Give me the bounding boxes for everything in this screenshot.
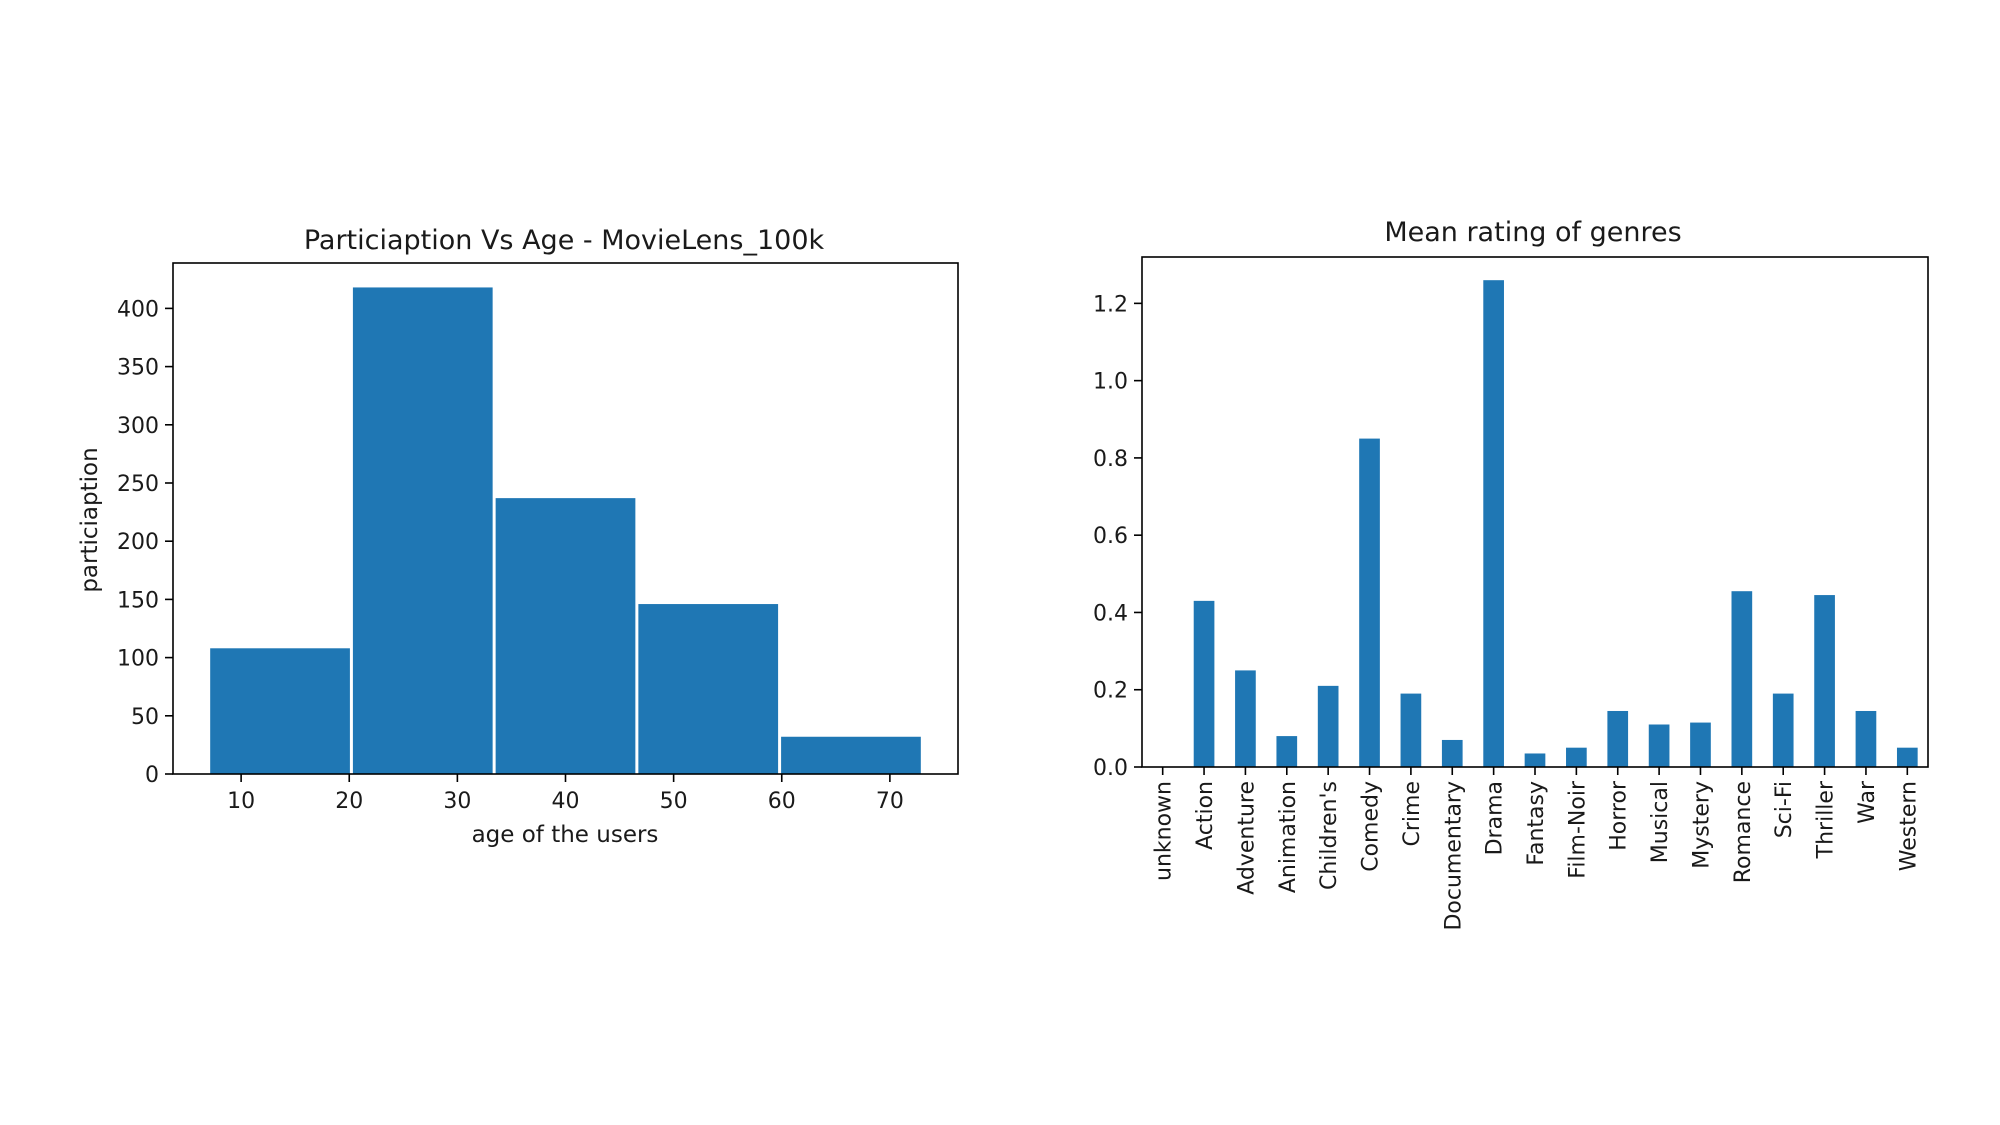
chart2-x-tick-label-16: Thriller — [1814, 780, 1839, 859]
chart1-x-tick-label-2: 30 — [443, 789, 471, 814]
chart2-x-tick-label-18: Western — [1896, 781, 1921, 871]
chart2-x-tick-label-15: Sci-Fi — [1772, 781, 1797, 838]
chart1-x-tick-label-0: 10 — [227, 789, 255, 814]
chart1-x-tick-label-6: 70 — [876, 789, 904, 814]
chart1-bars — [210, 287, 921, 774]
chart2-bar-6 — [1400, 693, 1422, 767]
chart2-x-tick-label-2: Adventure — [1234, 781, 1259, 895]
chart2-title: Mean rating of genres — [1384, 217, 1681, 248]
chart1-x-tick-label-5: 60 — [768, 789, 796, 814]
chart2-x-tick-label-5: Comedy — [1359, 781, 1384, 872]
participation-histogram: Particiaption Vs Age - MovieLens_100k 10… — [77, 225, 959, 848]
chart1-x-tick-label-3: 40 — [552, 789, 580, 814]
chart2-y-ticks: 0.0 0.2 0.4 0.6 0.8 1.0 1.2 — [1093, 292, 1142, 781]
chart2-y-tick-label-6: 1.2 — [1093, 292, 1128, 317]
chart2-bar-16 — [1814, 595, 1835, 767]
chart2-y-tick-label-2: 0.4 — [1093, 601, 1128, 626]
chart2-bar-10 — [1566, 747, 1587, 767]
chart2-bar-12 — [1648, 724, 1670, 767]
chart2-bar-15 — [1772, 693, 1794, 767]
chart2-x-tick-label-14: Romance — [1731, 781, 1756, 883]
chart2-bar-11 — [1607, 710, 1629, 767]
chart1-y-tick-label-0: 0 — [145, 763, 159, 788]
chart1-bar-3 — [638, 604, 779, 774]
chart2-bar-3 — [1276, 736, 1298, 767]
chart2-x-tick-label-12: Musical — [1648, 781, 1673, 863]
chart1-title: Particiaption Vs Age - MovieLens_100k — [304, 225, 825, 256]
chart2-x-tick-label-7: Documentary — [1441, 781, 1466, 931]
chart2-x-tick-label-1: Action — [1193, 781, 1218, 850]
chart2-y-tick-label-4: 0.8 — [1093, 447, 1128, 472]
chart2-x-tick-label-10: Film-Noir — [1565, 780, 1590, 879]
chart2-x-tick-label-4: Children's — [1317, 781, 1342, 890]
chart1-y-ticks: 0 50 100 150 200 250 300 350 400 — [117, 297, 173, 788]
chart2-y-tick-label-0: 0.0 — [1093, 756, 1128, 781]
chart2-bar-7 — [1441, 739, 1463, 767]
chart1-x-label: age of the users — [472, 822, 659, 848]
chart1-y-tick-label-6: 300 — [117, 414, 159, 439]
chart1-bar-1 — [352, 287, 493, 774]
chart2-x-tick-label-3: Animation — [1276, 781, 1301, 893]
chart1-y-tick-label-8: 400 — [117, 297, 159, 322]
chart1-y-tick-label-3: 150 — [117, 588, 159, 613]
chart2-x-tick-label-0: unknown — [1152, 781, 1177, 881]
chart1-y-tick-label-7: 350 — [117, 356, 159, 381]
chart2-bar-4 — [1317, 685, 1339, 767]
chart2-bar-9 — [1524, 753, 1546, 767]
chart1-x-tick-label-1: 20 — [335, 789, 363, 814]
chart1-y-tick-label-4: 200 — [117, 530, 159, 555]
chart1-y-tick-label-5: 250 — [117, 472, 159, 497]
chart1-y-tick-label-2: 100 — [117, 647, 159, 672]
chart2-bar-8 — [1483, 280, 1504, 767]
chart2-y-tick-label-1: 0.2 — [1093, 679, 1128, 704]
chart2-bar-5 — [1359, 438, 1380, 767]
chart2-x-tick-label-17: War — [1855, 780, 1880, 824]
chart2-bar-18 — [1896, 747, 1918, 767]
chart2-x-tick-label-13: Mystery — [1689, 781, 1714, 869]
chart2-bar-2 — [1235, 670, 1256, 767]
chart2-x-tick-label-6: Crime — [1400, 781, 1425, 846]
chart1-bar-0 — [210, 648, 350, 774]
chart2-y-tick-label-5: 1.0 — [1093, 370, 1128, 395]
chart2-bar-1 — [1193, 600, 1215, 767]
chart2-x-tick-label-11: Horror — [1607, 780, 1632, 851]
genre-rating-bar-chart: Mean rating of genres unknown Action Adven… — [1093, 217, 1929, 931]
chart1-bar-2 — [495, 498, 636, 774]
chart1-x-ticks: 10 20 30 40 50 60 70 — [227, 774, 904, 814]
chart2-x-tick-label-9: Fantasy — [1524, 781, 1549, 866]
chart1-y-tick-label-1: 50 — [131, 705, 159, 730]
chart2-axes-frame — [1141, 256, 1929, 768]
chart1-y-label: particiaption — [77, 447, 103, 592]
chart1-x-tick-label-4: 50 — [660, 789, 688, 814]
chart2-y-tick-label-3: 0.6 — [1093, 524, 1128, 549]
chart2-bars — [1193, 280, 1918, 767]
chart2-bar-13 — [1690, 722, 1711, 767]
chart2-bar-17 — [1855, 710, 1877, 767]
chart2-x-tick-label-8: Drama — [1483, 781, 1508, 855]
chart2-x-ticks: unknown Action Adventure Animation Children'… — [1152, 767, 1921, 931]
chart2-bar-14 — [1731, 591, 1753, 767]
chart1-bar-4 — [781, 736, 921, 774]
